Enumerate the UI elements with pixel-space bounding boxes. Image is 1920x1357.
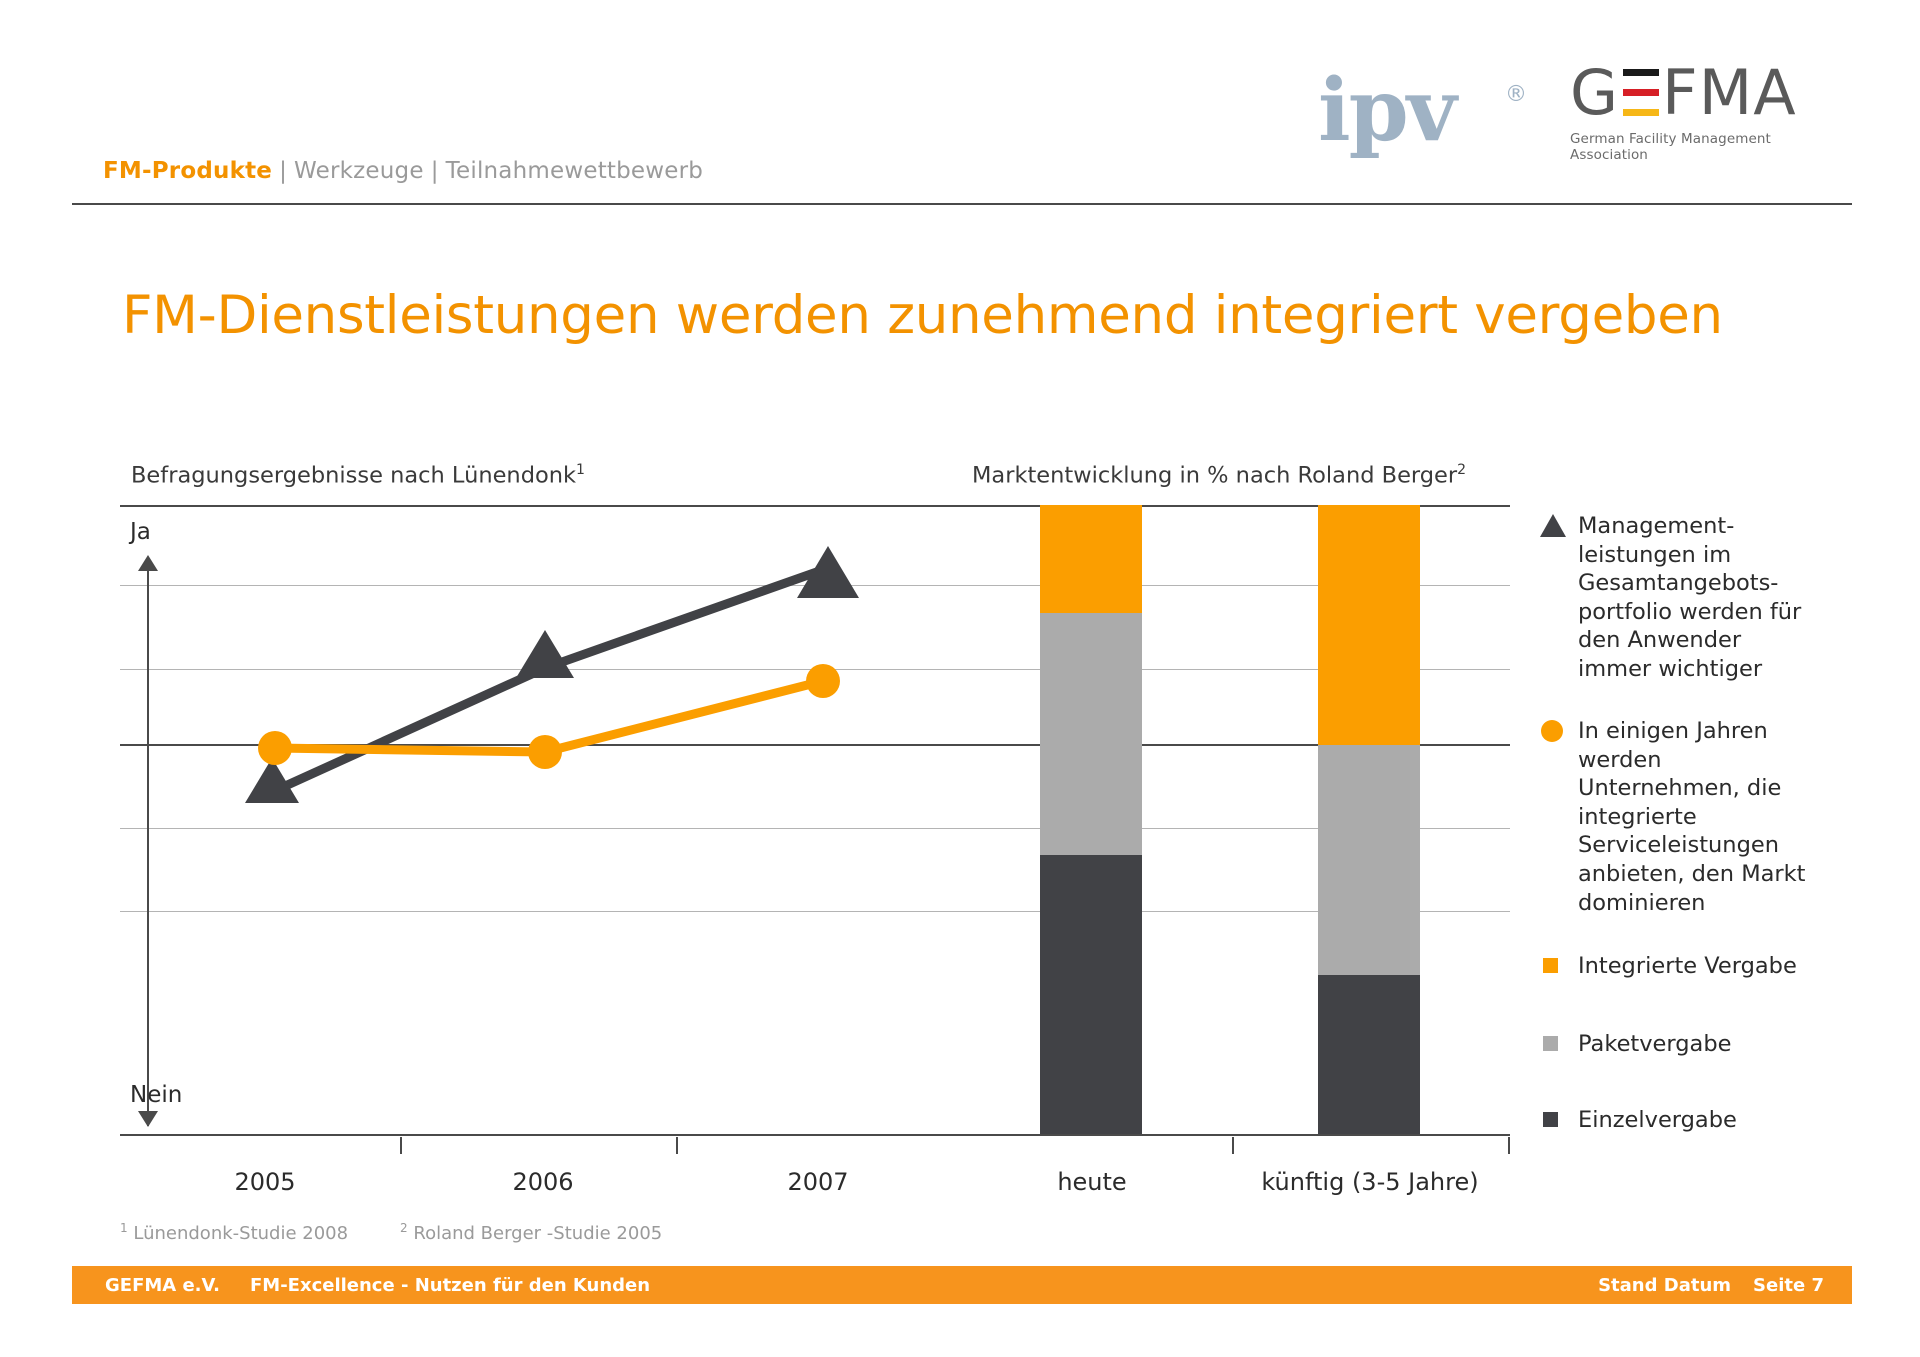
x-axis-label-2006: 2006 [512, 1168, 574, 1196]
x-tick-2 [676, 1137, 678, 1154]
nav-item-teilnahmewettbewerb[interactable]: Teilnahmewettbewerb [445, 158, 704, 184]
chart-caption-left-text: Befragungsergebnisse nach Lünendonk [131, 462, 577, 489]
footnote-2-marker: 2 [400, 1221, 408, 1235]
bar-kuenftig-segment-integrierte [1318, 505, 1420, 745]
marker-triangle-2006 [516, 630, 574, 678]
footnote-2-text: Roland Berger -Studie 2005 [413, 1223, 663, 1244]
legend-label-integrierte-vergabe: Integrierte Vergabe [1578, 953, 1797, 979]
footnote-2: 2 Roland Berger -Studie 2005 [400, 1221, 662, 1244]
square-marker-dark-icon [1538, 1106, 1578, 1130]
marker-circle-2005 [258, 731, 292, 765]
gefma-logo-letter-g: G [1570, 56, 1620, 129]
square-marker-orange-icon [1538, 952, 1578, 976]
footer-bar: GEFMA e.V. FM-Excellence - Nutzen für den… [72, 1266, 1852, 1304]
bar-kuenftig-segment-paket [1318, 745, 1420, 975]
gefma-logo-wordmark: G FMA [1570, 62, 1852, 124]
series-integrated-line [274, 676, 825, 757]
bar-heute [1040, 505, 1142, 1134]
chart-caption-left-footnote-ref: 1 [576, 462, 585, 478]
page-title: FM-Dienstleistungen werden zunehmend int… [122, 285, 1723, 346]
footer-left: GEFMA e.V. FM-Excellence - Nutzen für den… [105, 1275, 650, 1296]
bar-heute-segment-integrierte [1040, 505, 1142, 613]
marker-circle-2006 [528, 735, 562, 769]
gridline-4 [120, 828, 1510, 829]
footer-organisation: GEFMA e.V. [105, 1275, 220, 1296]
y-axis-line [147, 566, 149, 1126]
breadcrumb-nav: FM-Produkte | Werkzeuge | Teilnahmewettbewer… [103, 158, 703, 184]
x-axis-label-heute: heute [1057, 1168, 1127, 1196]
series-management-line [270, 563, 830, 797]
legend-label-integrated-providers: In einigen Jahren werden Unternehmen, di… [1578, 718, 1806, 916]
marker-triangle-2007 [797, 546, 859, 598]
legend-item-integrated-providers[interactable]: In einigen Jahren werden Unternehmen, di… [1538, 717, 1828, 917]
circle-marker-icon [1538, 717, 1578, 742]
bar-kuenftig [1318, 505, 1420, 1134]
legend-item-integrierte-vergabe[interactable]: Integrierte Vergabe [1538, 952, 1828, 981]
nav-item-werkzeuge[interactable]: Werkzeuge [294, 158, 424, 184]
legend-label-paketvergabe: Paketvergabe [1578, 1031, 1732, 1057]
plot-top-border [120, 505, 1510, 507]
footer-date: Stand Datum [1598, 1275, 1732, 1296]
gridline-2 [120, 669, 1510, 670]
bar-heute-segment-einzel [1040, 855, 1142, 1134]
german-flag-e-icon [1621, 66, 1661, 120]
chart-caption-right: Marktentwicklung in % nach Roland Berger… [972, 462, 1466, 489]
footer-subject: FM-Excellence - Nutzen für den Kunden [249, 1275, 651, 1296]
gridline-5 [120, 911, 1510, 912]
y-axis-arrow-up-icon [138, 555, 158, 571]
nav-separator-1: | [279, 158, 288, 184]
x-tick-1 [400, 1137, 402, 1154]
footer-page-number: Seite 7 [1753, 1275, 1824, 1296]
nav-item-fm-produkte[interactable]: FM-Produkte [103, 158, 273, 184]
y-axis-arrow-down-icon [138, 1111, 158, 1127]
bar-kuenftig-segment-einzel [1318, 975, 1420, 1134]
marker-triangle-2005 [245, 758, 299, 803]
nav-separator-2: | [430, 158, 439, 184]
x-tick-3 [1232, 1137, 1234, 1154]
legend-item-paketvergabe[interactable]: Paketvergabe [1538, 1030, 1828, 1059]
x-axis-label-2007: 2007 [787, 1168, 849, 1196]
legend-label-management: Management- leistungen im Gesamtangebots… [1578, 513, 1802, 682]
legend-item-management[interactable]: Management- leistungen im Gesamtangebots… [1538, 512, 1828, 684]
ipv-logo: ipv ® [1318, 68, 1527, 154]
gefma-logo-subtitle: German Facility Management Association [1570, 131, 1771, 163]
x-axis-label-kuenftig: künftig (3-5 Jahre) [1261, 1168, 1479, 1196]
ipv-logo-wordmark: ipv [1318, 60, 1457, 161]
bar-heute-segment-paket [1040, 613, 1142, 855]
gefma-logo-letters-fma: FMA [1662, 56, 1797, 129]
y-axis-label-top: Ja [130, 519, 151, 545]
x-axis-label-2005: 2005 [234, 1168, 296, 1196]
square-marker-grey-icon [1538, 1030, 1578, 1054]
header-divider [72, 203, 1852, 205]
gefma-logo: G FMA German Facility Management Associa… [1570, 62, 1852, 164]
gridline-1 [120, 585, 1510, 586]
footnote-1-marker: 1 [120, 1221, 128, 1235]
x-tick-4 [1508, 1137, 1510, 1154]
chart-caption-right-footnote-ref: 2 [1457, 462, 1467, 478]
y-axis-label-bottom: Nein [130, 1082, 183, 1108]
registered-trademark-icon: ® [1505, 82, 1527, 107]
legend-item-einzelvergabe[interactable]: Einzelvergabe [1538, 1106, 1828, 1135]
legend-label-einzelvergabe: Einzelvergabe [1578, 1107, 1737, 1133]
footnote-1: 1 Lünendonk-Studie 2008 [120, 1221, 348, 1244]
chart-caption-right-text: Marktentwicklung in % nach Roland Berger [972, 462, 1458, 489]
plot-bottom-border [120, 1134, 1510, 1136]
footnote-1-text: Lünendonk-Studie 2008 [133, 1223, 349, 1244]
gridline-3-midline [120, 744, 1510, 746]
footer-right: Stand Datum Seite 7 [1598, 1275, 1824, 1296]
triangle-marker-icon [1538, 512, 1578, 537]
chart-caption-left: Befragungsergebnisse nach Lünendonk1 [131, 462, 585, 489]
